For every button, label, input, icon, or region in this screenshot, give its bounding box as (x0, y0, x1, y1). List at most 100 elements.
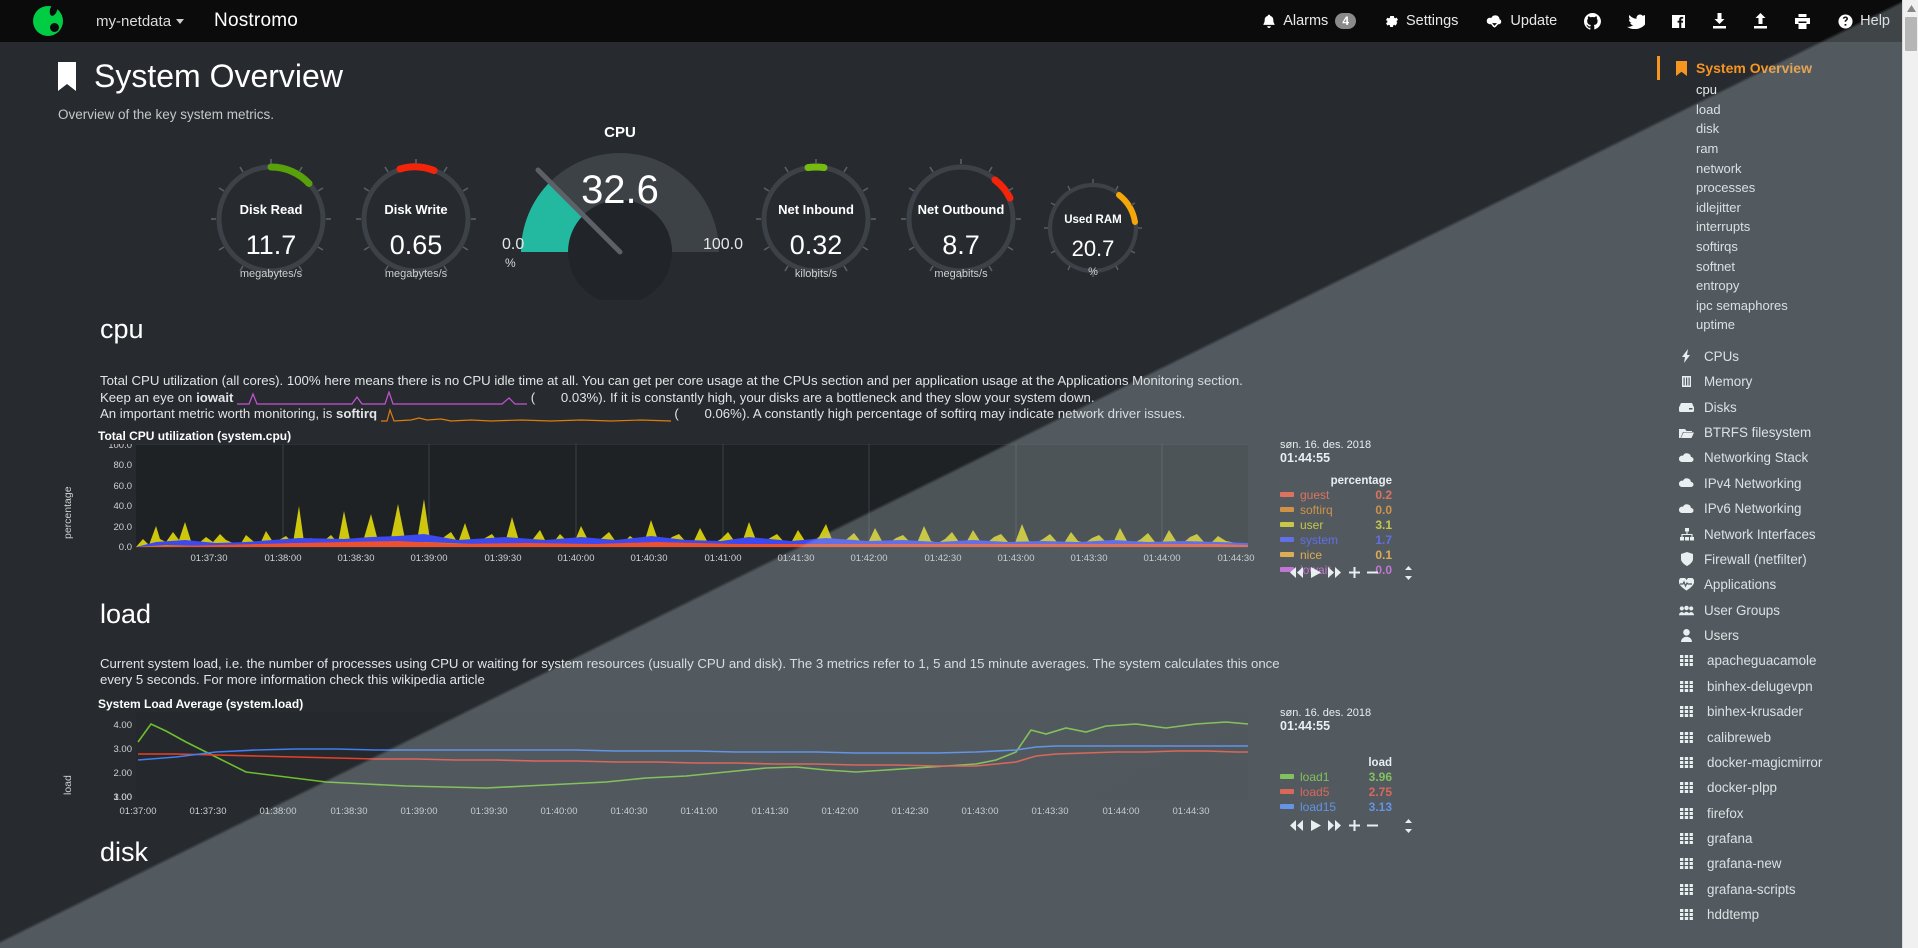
sidebar-item-ram[interactable]: ram (1696, 141, 1719, 157)
page-header: System Overview Overview of the key syst… (0, 42, 1660, 122)
sidebar-group-label: Networking Stack (1704, 450, 1809, 466)
sidebar-item-cpus[interactable]: CPUs (1660, 344, 1902, 369)
sidebar-item-system-overview[interactable]: System Overview (1657, 56, 1902, 80)
paren-open: ( (674, 406, 679, 421)
resize-vertical-icon[interactable] (1403, 818, 1414, 833)
plus-icon[interactable] (1349, 820, 1360, 831)
sidebar-item-applications[interactable]: Applications (1660, 572, 1902, 597)
print-icon[interactable] (1781, 0, 1824, 42)
gauge-value: 20.7 (1071, 236, 1115, 261)
legend-item[interactable]: load15 3.13 (1280, 800, 1392, 814)
play-icon[interactable] (1311, 567, 1321, 578)
sidebar-item-processes[interactable]: processes (1696, 180, 1756, 196)
sidebar-item-ipc-semaphores[interactable]: ipc semaphores (1696, 297, 1788, 313)
netdata-logo[interactable] (0, 6, 96, 36)
sidebar-item-calibreweb[interactable]: calibreweb (1660, 724, 1902, 749)
sidebar-item-networking-stack[interactable]: Networking Stack (1660, 445, 1902, 470)
sidebar-item-load[interactable]: load (1696, 101, 1721, 117)
navbar-right-group: Alarms 4 Settings Update (1248, 0, 1918, 42)
minus-icon[interactable] (1367, 820, 1378, 831)
sidebar-item-uptime[interactable]: uptime (1696, 317, 1736, 333)
plus-icon[interactable] (1349, 567, 1360, 578)
nav-help[interactable]: Help (1824, 0, 1904, 42)
upload-icon[interactable] (1740, 0, 1781, 42)
sidebar-item-binhex-krusader[interactable]: binhex-krusader (1660, 699, 1902, 724)
th-icon (1679, 909, 1694, 921)
host-selector-dropdown[interactable]: my-netdata (96, 13, 185, 30)
sidebar-item-btrfs-filesystem[interactable]: BTRFS filesystem (1660, 420, 1902, 445)
legend-item[interactable]: nice 0.1 (1280, 548, 1392, 562)
sidebar-item-ipv4-networking[interactable]: IPv4 Networking (1660, 471, 1902, 496)
sidebar-item-idlejitter[interactable]: idlejitter (1696, 199, 1741, 215)
legend-swatch (1280, 507, 1294, 512)
sidebar-group-label: calibreweb (1707, 729, 1772, 745)
text: ). A constantly high percentage of softi… (741, 406, 1186, 421)
legend-item[interactable]: iowait 0.0 (1280, 563, 1392, 577)
backward-icon[interactable] (1290, 567, 1304, 578)
gauge-net-inbound[interactable]: Net Inbound 0.32 kilobits/s (755, 158, 877, 280)
sidebar-item-firefox[interactable]: firefox (1660, 800, 1902, 825)
chart-system-load[interactable]: System Load Average (system.load) load 4… (0, 697, 1660, 833)
forward-icon[interactable] (1328, 820, 1342, 831)
facebook-icon[interactable] (1658, 0, 1699, 42)
sidebar-item-ipv6-networking[interactable]: IPv6 Networking (1660, 496, 1902, 521)
resize-vertical-icon[interactable] (1403, 565, 1414, 580)
sidebar-item-interrupts[interactable]: interrupts (1696, 219, 1751, 235)
sidebar-item-disk[interactable]: disk (1696, 121, 1720, 137)
sidebar-item-softirqs[interactable]: softirqs (1696, 239, 1738, 255)
sidebar-item-disks[interactable]: Disks (1660, 394, 1902, 419)
forward-icon[interactable] (1328, 567, 1342, 578)
nav-alarms[interactable]: Alarms 4 (1248, 0, 1370, 42)
sidebar-item-docker-plpp[interactable]: docker-plpp (1660, 775, 1902, 800)
backward-icon[interactable] (1290, 820, 1304, 831)
gauge-value: 0.32 (789, 230, 843, 260)
page-scrollbar[interactable] (1902, 0, 1918, 948)
svg-text:01:43:30: 01:43:30 (1032, 806, 1069, 817)
twitter-icon[interactable] (1614, 0, 1658, 42)
legend-item[interactable]: system 1.7 (1280, 533, 1392, 547)
sidebar-item-binhex-delugevpn[interactable]: binhex-delugevpn (1660, 674, 1902, 699)
chart-system-cpu[interactable]: Total CPU utilization (system.cpu) perce… (0, 429, 1660, 581)
nav-update[interactable]: Update (1472, 0, 1571, 42)
gauge-disk-write[interactable]: Disk Write 0.65 megabytes/s (355, 158, 477, 280)
legend-item[interactable]: softirq 0.0 (1280, 503, 1392, 517)
legend-item[interactable]: load1 3.96 (1280, 770, 1392, 784)
svg-text:01:40:30: 01:40:30 (611, 806, 648, 817)
play-icon[interactable] (1311, 820, 1321, 831)
sidebar-item-hddtemp[interactable]: hddtemp (1660, 902, 1902, 927)
gauge-used-ram[interactable]: Used RAM 20.7 % (1043, 178, 1143, 278)
github-icon[interactable] (1571, 0, 1614, 42)
legend-value: 2.75 (1368, 784, 1392, 799)
sidebar-item-docker-magicmirror[interactable]: docker-magicmirror (1660, 750, 1902, 775)
minus-icon[interactable] (1367, 567, 1378, 578)
sidebar-item-network[interactable]: network (1696, 160, 1742, 176)
scroll-up-arrow-icon[interactable] (1903, 0, 1918, 17)
sidebar-item-firewall-netfilter[interactable]: Firewall (netfilter) (1660, 547, 1902, 572)
cpu-desc-line-3: An important metric worth monitoring, is… (100, 406, 1300, 423)
sidebar-item-grafana-scripts[interactable]: grafana-scripts (1660, 877, 1902, 902)
sidebar-item-cpu[interactable]: cpu (1696, 82, 1717, 98)
sidebar-item-grafana[interactable]: grafana (1660, 826, 1902, 851)
sidebar-item-users[interactable]: Users (1660, 623, 1902, 648)
legend-item[interactable]: guest 0.2 (1280, 488, 1392, 502)
sidebar-group-label: CPUs (1704, 348, 1739, 364)
scrollbar-thumb[interactable] (1905, 17, 1917, 51)
sidebar-item-entropy[interactable]: entropy (1696, 278, 1740, 294)
gauge-disk-read[interactable]: Disk Read 11.7 megabytes/s (210, 158, 332, 280)
sidebar-item-softnet[interactable]: softnet (1696, 258, 1736, 274)
download-icon[interactable] (1699, 0, 1740, 42)
sidebar-item-network-interfaces[interactable]: Network Interfaces (1660, 521, 1902, 546)
legend-item[interactable]: user 3.1 (1280, 518, 1392, 532)
sidebar-item-memory[interactable]: Memory (1660, 369, 1902, 394)
sidebar-item-user-groups[interactable]: User Groups (1660, 597, 1902, 622)
legend-name: softirq (1300, 502, 1333, 517)
sidebar-group-label: binhex-krusader (1707, 704, 1804, 720)
sidebar-group-label: Memory (1704, 374, 1753, 390)
legend-item[interactable]: load5 2.75 (1280, 785, 1392, 799)
sidebar-item-grafana-new[interactable]: grafana-new (1660, 851, 1902, 876)
svg-text:01:38:00: 01:38:00 (260, 806, 297, 817)
gauge-cpu-main[interactable]: CPU 32.6 0.0 % 100.0 (502, 124, 743, 300)
gauge-net-outbound[interactable]: Net Outbound 8.7 megabits/s (900, 158, 1022, 280)
sidebar-item-apacheguacamole[interactable]: apacheguacamole (1660, 648, 1902, 673)
nav-settings[interactable]: Settings (1370, 0, 1472, 42)
